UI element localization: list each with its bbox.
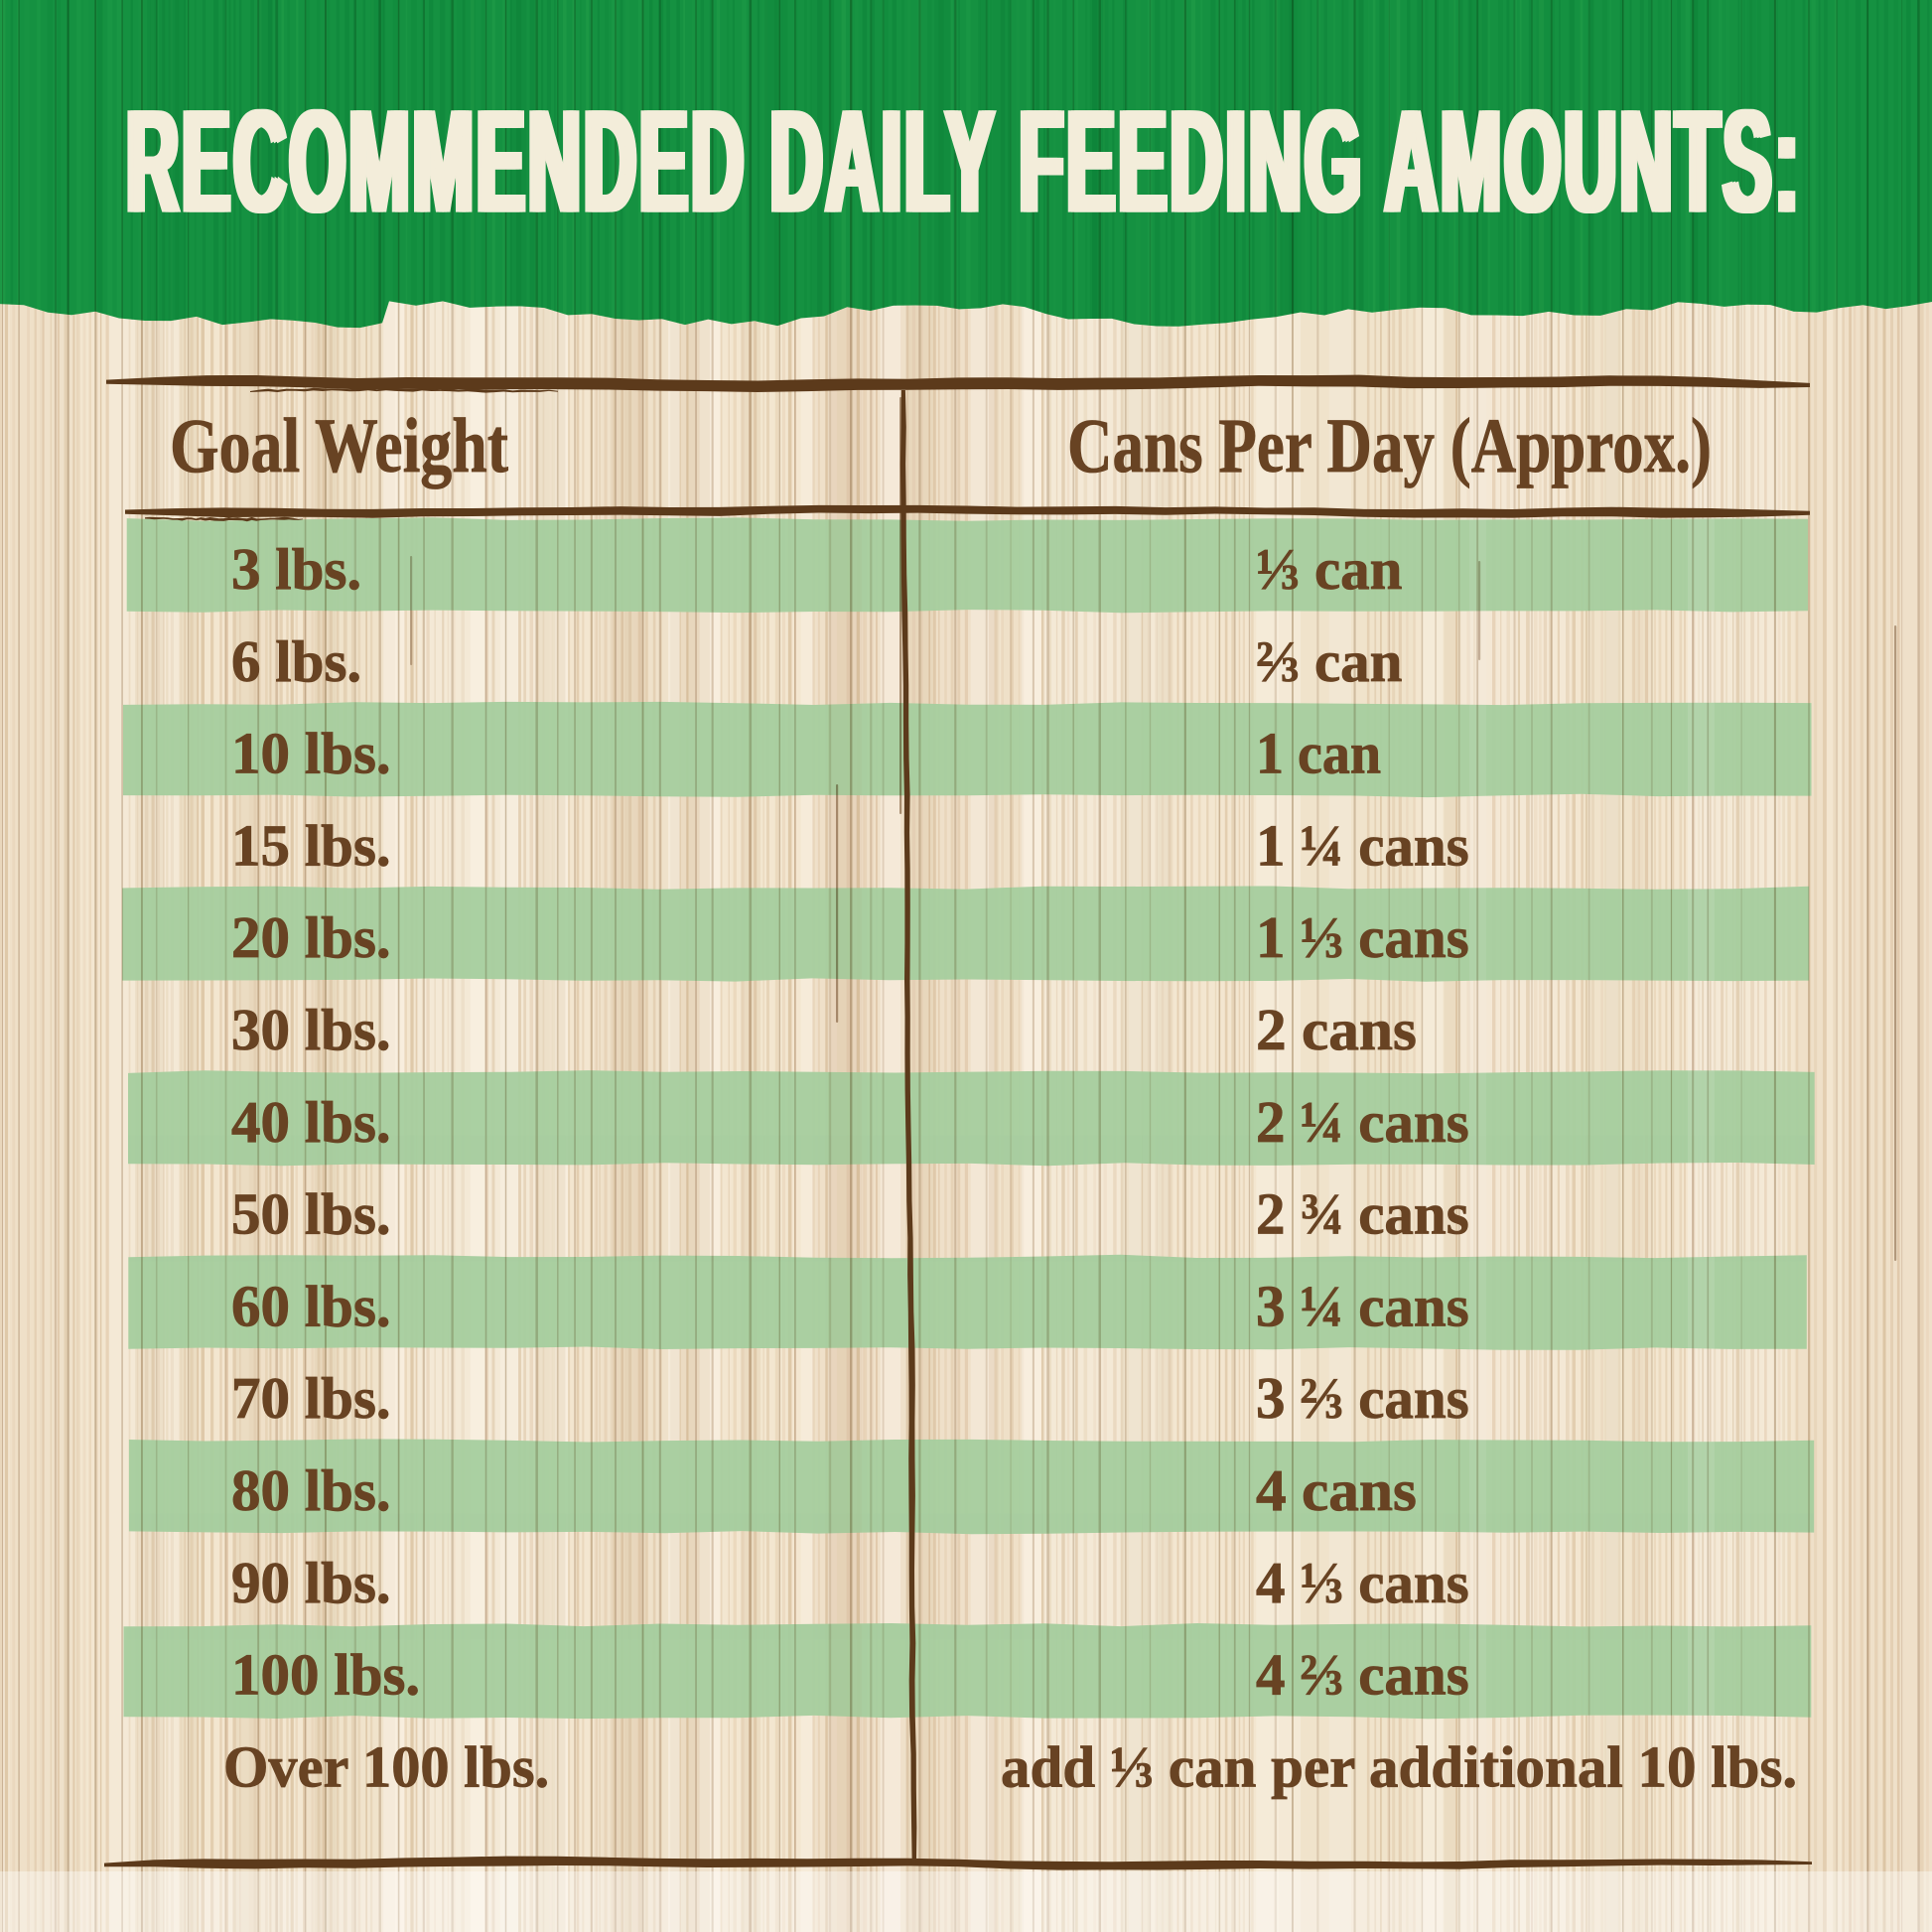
svg-text:Cans Per Day (Approx.): Cans Per Day (Approx.) (1067, 404, 1712, 489)
svg-text:⅔ can: ⅔ can (1256, 628, 1403, 694)
svg-text:1 can: 1 can (1256, 722, 1381, 786)
svg-text:20 lbs.: 20 lbs. (231, 904, 391, 970)
svg-text:2 ¼ cans: 2 ¼ cans (1256, 1089, 1469, 1155)
svg-text:2 cans: 2 cans (1256, 998, 1417, 1063)
svg-text:4 cans: 4 cans (1256, 1458, 1417, 1524)
svg-text:70 lbs.: 70 lbs. (231, 1365, 391, 1431)
svg-text:10 lbs.: 10 lbs. (231, 721, 391, 786)
svg-text:100 lbs.: 100 lbs. (231, 1642, 420, 1708)
svg-text:RECOMMENDED DAILY FEEDING AMOU: RECOMMENDED DAILY FEEDING AMOUNTS: (123, 79, 1799, 242)
svg-text:Over 100 lbs.: Over 100 lbs. (223, 1734, 549, 1799)
svg-text:4 ⅔ cans: 4 ⅔ cans (1256, 1642, 1469, 1708)
svg-text:40 lbs.: 40 lbs. (231, 1089, 391, 1155)
svg-text:RECOMMENDED DAILY FEEDING AMOU: RECOMMENDED DAILY FEEDING AMOUNTS: (129, 79, 1805, 242)
svg-text:15 lbs.: 15 lbs. (231, 812, 391, 878)
svg-text:30 lbs.: 30 lbs. (231, 997, 391, 1062)
svg-text:1 ⅓ cans: 1 ⅓ cans (1256, 904, 1469, 970)
svg-text:4 ⅓ cans: 4 ⅓ cans (1256, 1550, 1469, 1615)
svg-text:50 lbs.: 50 lbs. (231, 1181, 391, 1247)
svg-text:90 lbs.: 90 lbs. (231, 1550, 391, 1615)
svg-text:80 lbs.: 80 lbs. (231, 1457, 391, 1523)
svg-text:6 lbs.: 6 lbs. (231, 628, 361, 694)
svg-text:add ⅓ can per additional 10 lb: add ⅓ can per additional 10 lbs. (1001, 1733, 1797, 1799)
svg-text:2 ¾ cans: 2 ¾ cans (1256, 1181, 1469, 1247)
svg-text:3 ⅔ cans: 3 ⅔ cans (1256, 1365, 1469, 1431)
svg-text:⅓ can: ⅓ can (1256, 536, 1403, 602)
svg-text:3 lbs.: 3 lbs. (231, 536, 361, 602)
svg-text:1 ¼ cans: 1 ¼ cans (1256, 812, 1469, 878)
svg-text:3 ¼ cans: 3 ¼ cans (1256, 1273, 1469, 1338)
svg-text:Goal Weight: Goal Weight (170, 403, 508, 488)
svg-text:RECOMMENDED DAILY FEEDING AMOU: RECOMMENDED DAILY FEEDING AMOUNTS: (126, 79, 1802, 242)
svg-text:60 lbs.: 60 lbs. (231, 1273, 391, 1338)
